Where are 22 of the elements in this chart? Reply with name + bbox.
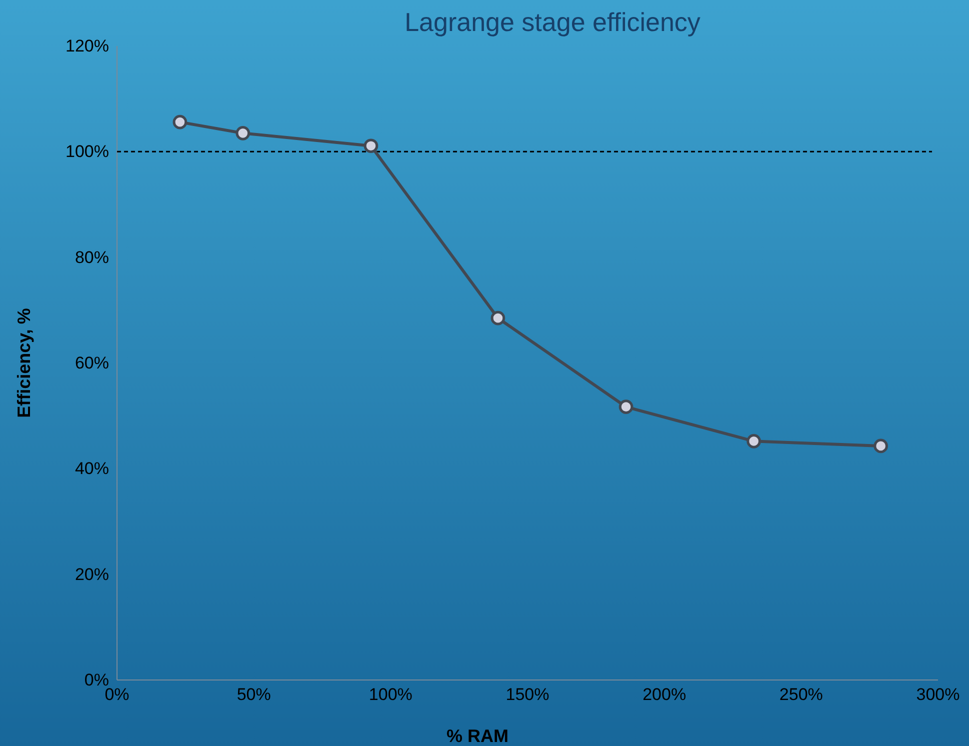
x-tick-label: 50% bbox=[236, 685, 271, 704]
point bbox=[746, 434, 761, 448]
x-tick-label: 100% bbox=[368, 685, 412, 704]
chart-title: Lagrange stage efficiency bbox=[404, 7, 700, 37]
x-tick-label: 150% bbox=[506, 685, 550, 704]
point bbox=[364, 138, 378, 154]
y-tick-label: 120% bbox=[66, 36, 109, 56]
point bbox=[490, 310, 506, 326]
y-tick-label: 40% bbox=[74, 459, 109, 478]
x-tick-label: 300% bbox=[916, 685, 960, 704]
y-tick-label: 80% bbox=[74, 248, 109, 267]
point bbox=[236, 126, 250, 140]
x-tick-label: 200% bbox=[642, 685, 686, 704]
y-tick-label: 20% bbox=[74, 564, 109, 584]
point bbox=[874, 438, 888, 454]
y-axis-title: Efficiency, % bbox=[14, 308, 34, 418]
y-tick-label: 60% bbox=[74, 353, 109, 372]
x-tick-label: 250% bbox=[779, 685, 823, 704]
point bbox=[618, 400, 634, 414]
x-axis-title: % RAM bbox=[446, 726, 508, 746]
y-tick-label: 100% bbox=[66, 142, 109, 162]
point bbox=[172, 114, 188, 130]
